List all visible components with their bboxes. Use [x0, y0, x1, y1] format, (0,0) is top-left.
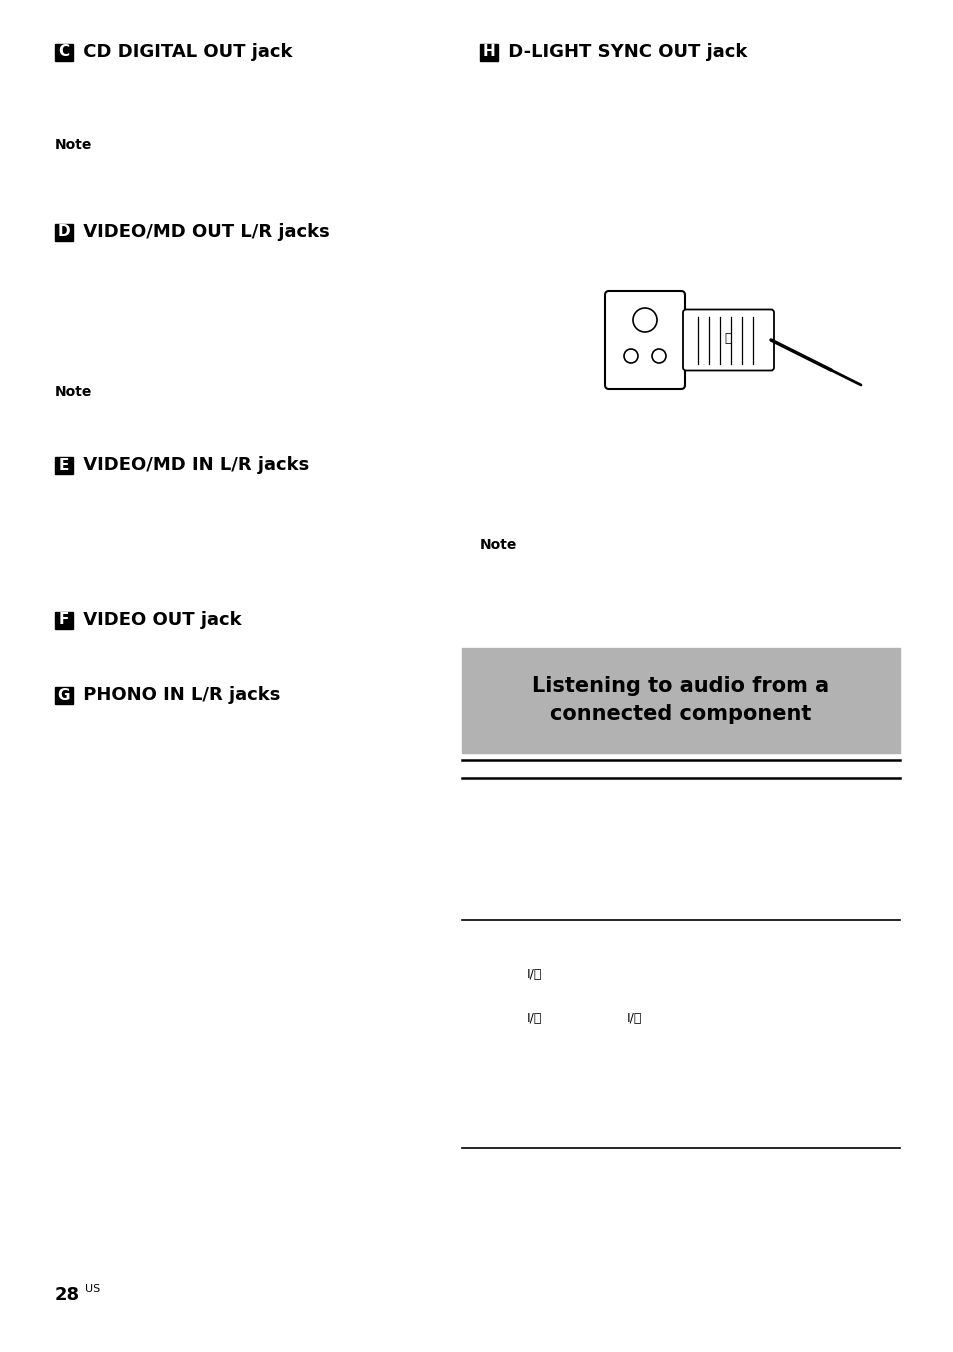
- Bar: [479, 43, 497, 61]
- Text: I/⏻: I/⏻: [626, 1011, 641, 1025]
- Text: Note: Note: [479, 538, 517, 552]
- Text: Listening to audio from a
connected component: Listening to audio from a connected comp…: [532, 676, 829, 725]
- Text: ⏻: ⏻: [724, 331, 732, 345]
- Text: H: H: [482, 45, 495, 59]
- Text: 28: 28: [55, 1286, 80, 1303]
- Text: E: E: [59, 457, 70, 472]
- Circle shape: [651, 349, 665, 362]
- Text: D: D: [57, 224, 71, 239]
- Circle shape: [633, 308, 657, 333]
- Text: CD DIGITAL OUT jack: CD DIGITAL OUT jack: [77, 43, 293, 61]
- Text: G: G: [58, 688, 71, 703]
- Text: Note: Note: [55, 138, 92, 151]
- Bar: [461, 648, 899, 753]
- Text: D-LIGHT SYNC OUT jack: D-LIGHT SYNC OUT jack: [501, 43, 746, 61]
- Text: VIDEO/MD IN L/R jacks: VIDEO/MD IN L/R jacks: [77, 456, 309, 475]
- Bar: [55, 223, 73, 241]
- Text: US: US: [85, 1284, 100, 1294]
- FancyBboxPatch shape: [604, 291, 684, 389]
- Bar: [55, 611, 73, 629]
- Text: F: F: [59, 612, 70, 627]
- Circle shape: [623, 349, 638, 362]
- Text: I/⏻: I/⏻: [526, 1011, 542, 1025]
- FancyBboxPatch shape: [682, 310, 773, 370]
- Text: C: C: [58, 45, 70, 59]
- Text: I/⏻: I/⏻: [526, 968, 542, 982]
- Bar: [55, 43, 73, 61]
- Text: VIDEO OUT jack: VIDEO OUT jack: [77, 611, 241, 629]
- Text: VIDEO/MD OUT L/R jacks: VIDEO/MD OUT L/R jacks: [77, 223, 330, 241]
- Bar: [55, 687, 73, 703]
- Bar: [55, 457, 73, 473]
- Text: PHONO IN L/R jacks: PHONO IN L/R jacks: [77, 685, 280, 704]
- Text: Note: Note: [55, 385, 92, 399]
